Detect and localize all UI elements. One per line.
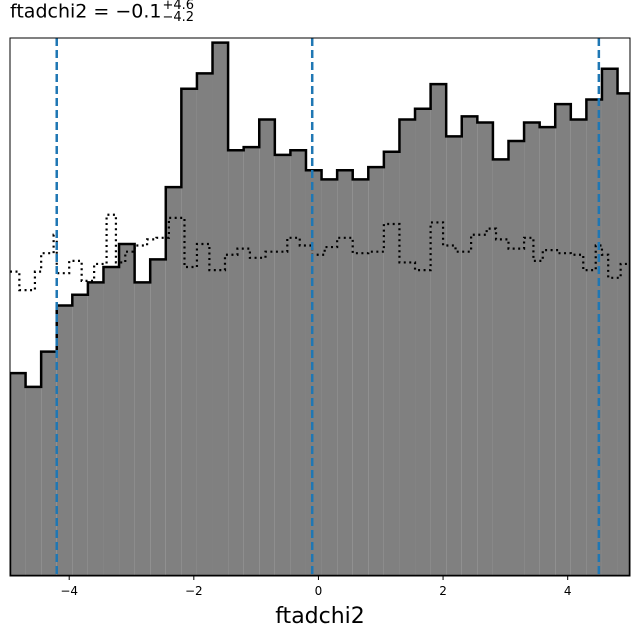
hist-bar-36 xyxy=(570,119,587,576)
hist-bar-24 xyxy=(383,151,400,576)
hist-bar-18 xyxy=(290,150,306,576)
hist-bar-28 xyxy=(446,136,462,576)
x-axis-label: ftadchi2 xyxy=(275,604,365,629)
plot-area xyxy=(9,37,631,577)
hist-bar-19 xyxy=(305,170,322,576)
hist-bar-17 xyxy=(274,154,291,576)
hist-bar-16 xyxy=(259,119,275,576)
hist-bar-26 xyxy=(415,108,431,576)
hist-bar-1 xyxy=(25,386,42,576)
hist-bar-0 xyxy=(10,373,26,576)
hist-bar-15 xyxy=(243,147,260,576)
hist-bar-25 xyxy=(399,119,416,576)
title-prefix: ftadchi2 = xyxy=(10,0,116,23)
x-tick-label-0: −4 xyxy=(60,584,78,598)
x-tick-label-3: 2 xyxy=(439,584,447,598)
hist-bar-22 xyxy=(352,179,369,576)
hist-bar-2 xyxy=(41,351,57,576)
title-uncertainty: +4.6 −4.2 xyxy=(163,0,195,24)
series-group xyxy=(10,38,630,576)
hist-bar-13 xyxy=(212,42,229,576)
x-tick-label-1: −2 xyxy=(185,584,203,598)
hist-bar-31 xyxy=(492,159,509,576)
hist-bar-32 xyxy=(508,140,525,576)
hist-dotted-outline xyxy=(10,213,630,292)
x-tick-label-2: 0 xyxy=(315,584,323,598)
hist-bar-20 xyxy=(321,179,338,576)
hist-bar-5 xyxy=(87,282,104,576)
title-lower: −4.2 xyxy=(162,10,195,25)
hist-bar-27 xyxy=(430,84,447,576)
hist-bar-10 xyxy=(165,187,182,576)
title-value: −0.1 xyxy=(115,0,162,23)
chart-title: ftadchi2 = −0.1 +4.6 −4.2 xyxy=(10,0,194,24)
title-upper: +4.6 xyxy=(162,0,195,13)
hist-bar-34 xyxy=(539,127,556,576)
plot-frame xyxy=(9,37,631,577)
hist-bar-8 xyxy=(134,282,151,576)
hist-bar-3 xyxy=(56,305,73,576)
hist-bar-23 xyxy=(368,167,384,576)
x-tick-label-4: 4 xyxy=(564,584,572,598)
hist-bar-39 xyxy=(617,93,630,576)
hist-bar-21 xyxy=(337,170,353,576)
hist-bar-11 xyxy=(181,88,197,576)
hist-bar-38 xyxy=(601,68,618,576)
hist-bar-14 xyxy=(228,150,244,576)
hist-bar-12 xyxy=(196,73,213,576)
hist-bar-30 xyxy=(477,122,493,576)
x-axis: −4 −2 0 2 4 xyxy=(60,576,572,598)
hist-bar-9 xyxy=(150,259,166,576)
hist-bar-4 xyxy=(72,294,88,576)
hist-bar-7 xyxy=(119,243,135,576)
hist-bar-35 xyxy=(555,104,571,576)
hist-bar-29 xyxy=(461,116,478,576)
hist-bar-33 xyxy=(524,122,540,576)
hist-bar-6 xyxy=(103,267,120,576)
hist-outline xyxy=(10,41,630,576)
